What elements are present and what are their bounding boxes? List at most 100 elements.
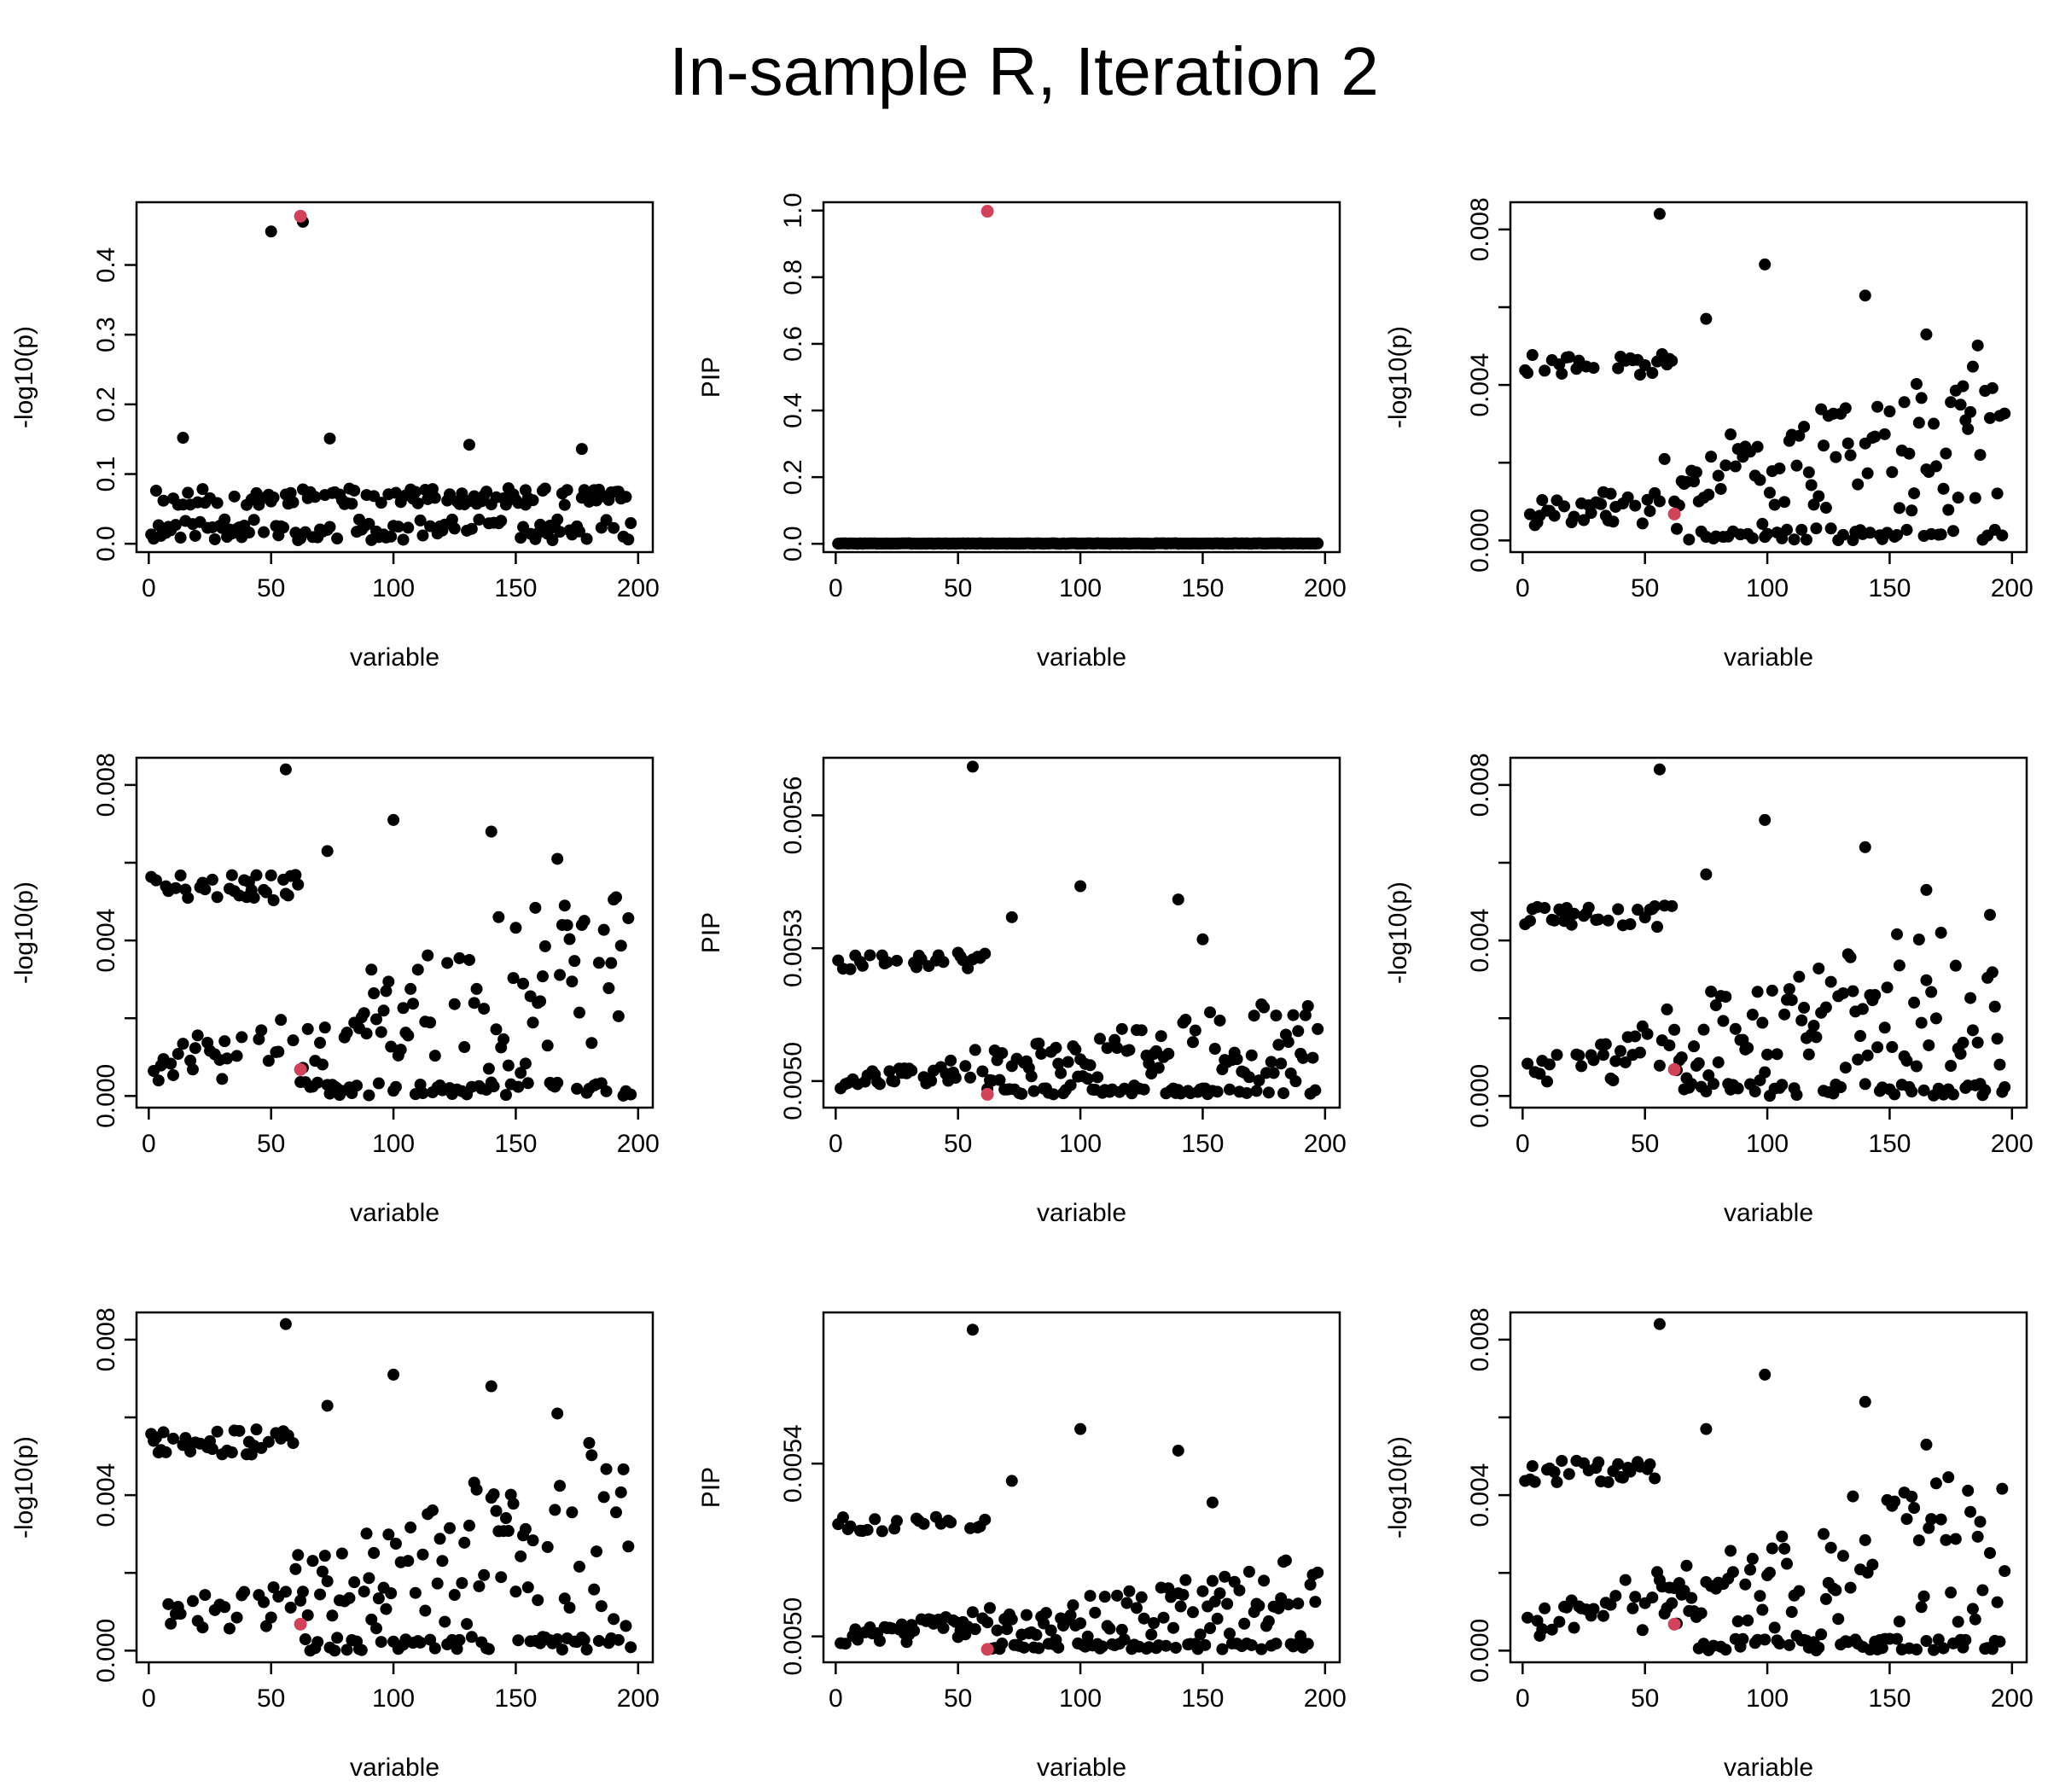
data-point [620,491,632,503]
data-point [1861,1049,1874,1062]
scatter-panel-4: 0 50 100 150 200 0.000 0.004 0.008 variable -log1… [10,753,660,1227]
data-point [1920,328,1933,340]
x-tick-label: 150 [494,1684,537,1713]
data-point [538,482,551,495]
data-point [1196,1585,1209,1597]
data-point [1167,1621,1180,1634]
highlight-point [980,1643,994,1656]
data-point [908,1625,921,1638]
data-point [1871,400,1884,413]
data-point [1866,1558,1879,1571]
data-point [1920,1634,1933,1647]
scatter-panel-8: 0 50 100 150 200 0.0050 0.0054 variable PIP [697,1311,1347,1782]
data-point [363,1089,375,1102]
highlight-point [294,1062,307,1076]
data-point [287,1437,300,1450]
data-point [1685,1591,1698,1604]
data-point [259,886,272,899]
data-point [1177,1588,1190,1601]
x-tick-label: 200 [1991,1130,2033,1158]
y-axis-label: -log10(p) [10,881,38,984]
y-tick-label: 0.004 [1466,909,1494,973]
data-point [1993,1635,2006,1648]
highlight-point [1667,1617,1681,1631]
data-point [591,1545,603,1558]
data-point [380,985,393,998]
data-point [1891,1632,1904,1645]
data-point [1111,1589,1124,1602]
data-point [1790,459,1803,472]
data-point [1604,487,1617,500]
data-point [1536,494,1549,507]
data-point [1962,1484,1975,1497]
data-point [521,1581,534,1594]
data-point [1548,914,1561,927]
x-axis-label: variable [1037,1754,1126,1782]
data-point [1778,1542,1791,1555]
data-point [1908,487,1921,500]
data-point [1900,523,1913,536]
data-point [1974,449,1987,462]
data-point [1945,1586,1958,1599]
data-point [551,513,564,526]
data-point [389,1537,402,1550]
scatter-panel-2: 0 50 100 150 200 0.0 0.2 0.4 0.6 0.8 1.0 variable PI… [697,193,1347,672]
data-point [1615,1044,1627,1057]
data-point [363,1572,375,1585]
data-point [1609,1590,1622,1603]
data-point [1793,970,1806,983]
scatter-panel-5: 0 50 100 150 200 0.0050 0.0053 0.0056 variable PI… [697,756,1347,1227]
data-point [1949,1533,1962,1545]
data-point [1719,991,1732,1004]
data-point [1935,1513,1947,1526]
data-point [1800,533,1812,546]
data-point [1081,1073,1094,1085]
data-point [969,1044,981,1056]
data-point [1746,532,1759,544]
data-point [1242,1071,1255,1084]
x-tick-label: 50 [257,1684,285,1713]
data-point [1818,439,1830,452]
data-point [487,1488,500,1501]
data-point [1245,1638,1258,1651]
data-point [937,956,950,969]
data-point [1575,1060,1588,1073]
data-point [981,1616,994,1629]
data-point [996,1638,1009,1650]
y-tick-label: 0.004 [1466,1463,1494,1527]
data-point [1568,907,1580,920]
data-point [174,869,187,881]
data-point [873,1634,886,1647]
data-point [416,529,429,542]
data-point [1835,1080,1847,1093]
data-point [1905,1085,1918,1098]
data-point [1929,1477,1942,1490]
x-tick-label: 150 [1868,574,1911,602]
y-tick-label: 0.008 [1466,197,1494,261]
data-point [1742,1615,1754,1627]
data-point [441,957,454,969]
data-point [1629,1030,1642,1043]
data-point [419,1604,432,1617]
data-point [499,1089,512,1102]
data-point [1644,1457,1656,1470]
data-point [265,225,277,238]
plot-frame [135,756,655,1109]
data-point [1991,1033,2004,1045]
y-tick-label: 0.8 [779,259,807,295]
data-point [1636,1624,1649,1637]
data-point [1543,1058,1556,1071]
data-point [444,488,457,501]
x-axis-label: variable [1724,643,1813,672]
plot-frame [1509,1311,2028,1664]
data-point [448,1589,461,1602]
data-point [1521,1057,1534,1070]
data-point [162,1597,175,1610]
data-point [1558,500,1571,513]
data-point [247,514,260,527]
data-point [431,1577,444,1590]
data-point [1223,1083,1236,1096]
data-point [1964,992,1977,1004]
data-point [1545,1623,1558,1636]
x-tick-label: 150 [1181,1130,1224,1158]
